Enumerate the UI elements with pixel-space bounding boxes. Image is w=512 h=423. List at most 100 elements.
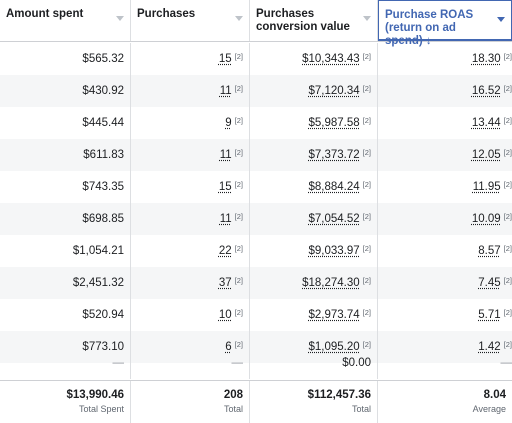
roas-cell[interactable]: 16.52 <box>471 85 501 97</box>
footnote-marker: [2] <box>234 147 243 157</box>
amount-spent-cell: $520.94 <box>82 309 124 321</box>
column-header-purchases-conversion-value[interactable]: Purchases conversion value <box>250 0 378 41</box>
total-label: Total <box>351 404 371 414</box>
footnote-marker: [2] <box>503 211 512 221</box>
amount-spent-cell: $445.44 <box>82 117 124 129</box>
roas-cell[interactable]: 18.30 <box>471 53 501 65</box>
sort-caret-icon[interactable] <box>116 16 124 21</box>
roas-cell[interactable]: 8.57 <box>478 245 501 257</box>
conversion-value-cell: $0.00 <box>342 357 371 369</box>
footnote-marker: [2] <box>503 243 512 253</box>
amount-spent-cell: $698.85 <box>82 213 124 225</box>
footnote-marker: [2] <box>234 275 243 285</box>
footnote-marker: [2] <box>503 147 512 157</box>
purchases-cell[interactable]: 22 <box>218 245 232 257</box>
column-header-purchase-roas[interactable]: Purchase ROAS (return on ad spend) ↓ <box>378 0 512 47</box>
total-value: $112,457.36 <box>307 389 371 401</box>
average-roas: 8.04 Average <box>378 381 512 423</box>
roas-cell[interactable]: 7.45 <box>478 277 501 289</box>
footnote-marker: [2] <box>362 211 371 221</box>
total-label: Average <box>472 404 506 414</box>
total-label: Total <box>223 404 243 414</box>
purchases-cell[interactable]: 11 <box>219 149 232 161</box>
footnote-marker: [2] <box>234 115 243 125</box>
purchases-cell[interactable]: 15 <box>218 53 232 65</box>
totals-row: $13,990.46 Total Spent 208 Total $112,45… <box>0 380 512 423</box>
conversion-value-cell[interactable]: $5,987.58 <box>308 117 360 129</box>
footnote-marker: [2] <box>234 83 243 93</box>
footnote-marker: [2] <box>362 83 371 93</box>
amount-spent-cell: $611.83 <box>83 149 124 161</box>
purchases-cell: — <box>231 357 244 369</box>
sort-caret-icon[interactable] <box>497 17 505 22</box>
footnote-marker: [2] <box>234 211 243 221</box>
footnote-marker: [2] <box>362 51 371 61</box>
total-value: 8.04 <box>483 389 506 401</box>
total-conversion-value: $112,457.36 Total <box>250 381 378 423</box>
purchases-cell[interactable]: 10 <box>218 309 232 321</box>
column-header-purchases[interactable]: Purchases <box>131 0 250 41</box>
sort-caret-icon[interactable] <box>235 16 243 21</box>
total-label: Total Spent <box>78 404 124 414</box>
amount-spent-cell: $773.10 <box>82 341 124 353</box>
table-row: $520.94 10 [2] $2,973.74 [2] 5.71 [2] <box>0 299 512 331</box>
purchases-cell[interactable]: 11 <box>219 85 232 97</box>
conversion-value-cell[interactable]: $10,343.43 <box>302 53 360 65</box>
total-amount-spent: $13,990.46 Total Spent <box>0 381 131 423</box>
purchases-cell[interactable]: 15 <box>218 181 232 193</box>
footnote-marker: [2] <box>234 339 243 349</box>
purchases-cell[interactable]: 6 <box>225 341 232 353</box>
footnote-marker: [2] <box>503 179 512 189</box>
conversion-value-cell[interactable]: $7,373.72 <box>308 149 360 161</box>
roas-cell[interactable]: 11.95 <box>472 181 501 193</box>
table-row: $2,451.32 37 [2] $18,274.30 [2] 7.45 [2] <box>0 267 512 299</box>
table-row: $445.44 9 [2] $5,987.58 [2] 13.44 [2] <box>0 107 512 139</box>
purchases-cell[interactable]: 9 <box>225 117 232 129</box>
total-value: $13,990.46 <box>66 389 124 401</box>
conversion-value-cell[interactable]: $2,973.74 <box>308 309 360 321</box>
footnote-marker: [2] <box>503 115 512 125</box>
amount-spent-cell: — <box>112 357 125 369</box>
roas-cell[interactable]: 10.09 <box>471 213 501 225</box>
footnote-marker: [2] <box>234 51 243 61</box>
footnote-marker: [2] <box>503 339 512 349</box>
footnote-marker: [2] <box>234 179 243 189</box>
total-value: 208 <box>223 389 243 401</box>
roas-cell[interactable]: 5.71 <box>478 309 501 321</box>
conversion-value-cell[interactable]: $1,095.20 <box>308 341 360 353</box>
purchases-cell[interactable]: 11 <box>219 213 232 225</box>
footnote-marker: [2] <box>503 307 512 317</box>
footnote-marker: [2] <box>362 243 371 253</box>
purchases-cell[interactable]: 37 <box>218 277 232 289</box>
table-row: $1,054.21 22 [2] $9,033.97 [2] 8.57 [2] <box>0 235 512 267</box>
footnote-marker: [2] <box>234 243 243 253</box>
roas-cell[interactable]: 13.44 <box>471 117 501 129</box>
conversion-value-cell[interactable]: $9,033.97 <box>308 245 360 257</box>
footnote-marker: [2] <box>503 83 512 93</box>
table-row: $611.83 11 [2] $7,373.72 [2] 12.05 [2] <box>0 139 512 171</box>
table-header: Amount spent Purchases Purchases convers… <box>0 0 512 47</box>
amount-spent-cell: $743.35 <box>82 181 124 193</box>
column-header-label: Amount spent <box>6 8 84 20</box>
conversion-value-cell[interactable]: $18,274.30 <box>302 277 360 289</box>
table-row: $698.85 11 [2] $7,054.52 [2] 10.09 [2] <box>0 203 512 235</box>
roas-cell[interactable]: 12.05 <box>471 149 501 161</box>
amount-spent-cell: $430.92 <box>82 85 124 97</box>
table-row: $565.32 15 [2] $10,343.43 [2] 18.30 [2] <box>0 43 512 75</box>
conversion-value-cell[interactable]: $7,120.34 <box>308 85 360 97</box>
table-row: $743.35 15 [2] $8,884.24 [2] 11.95 [2] <box>0 171 512 203</box>
amount-spent-cell: $2,451.32 <box>72 277 124 289</box>
table-row: $430.92 11 [2] $7,120.34 [2] 16.52 [2] <box>0 75 512 107</box>
column-header-amount-spent[interactable]: Amount spent <box>0 0 131 41</box>
footnote-marker: [2] <box>234 307 243 317</box>
conversion-value-cell[interactable]: $8,884.24 <box>308 181 360 193</box>
roas-cell[interactable]: 1.42 <box>478 341 501 353</box>
sort-caret-icon[interactable] <box>363 16 371 21</box>
column-header-label: Purchases <box>137 8 196 20</box>
total-purchases: 208 Total <box>131 381 250 423</box>
footnote-marker: [2] <box>362 147 371 157</box>
conversion-value-cell[interactable]: $7,054.52 <box>308 213 360 225</box>
footnote-marker: [2] <box>362 115 371 125</box>
footnote-marker: [2] <box>362 275 371 285</box>
footnote-marker: [2] <box>362 179 371 189</box>
